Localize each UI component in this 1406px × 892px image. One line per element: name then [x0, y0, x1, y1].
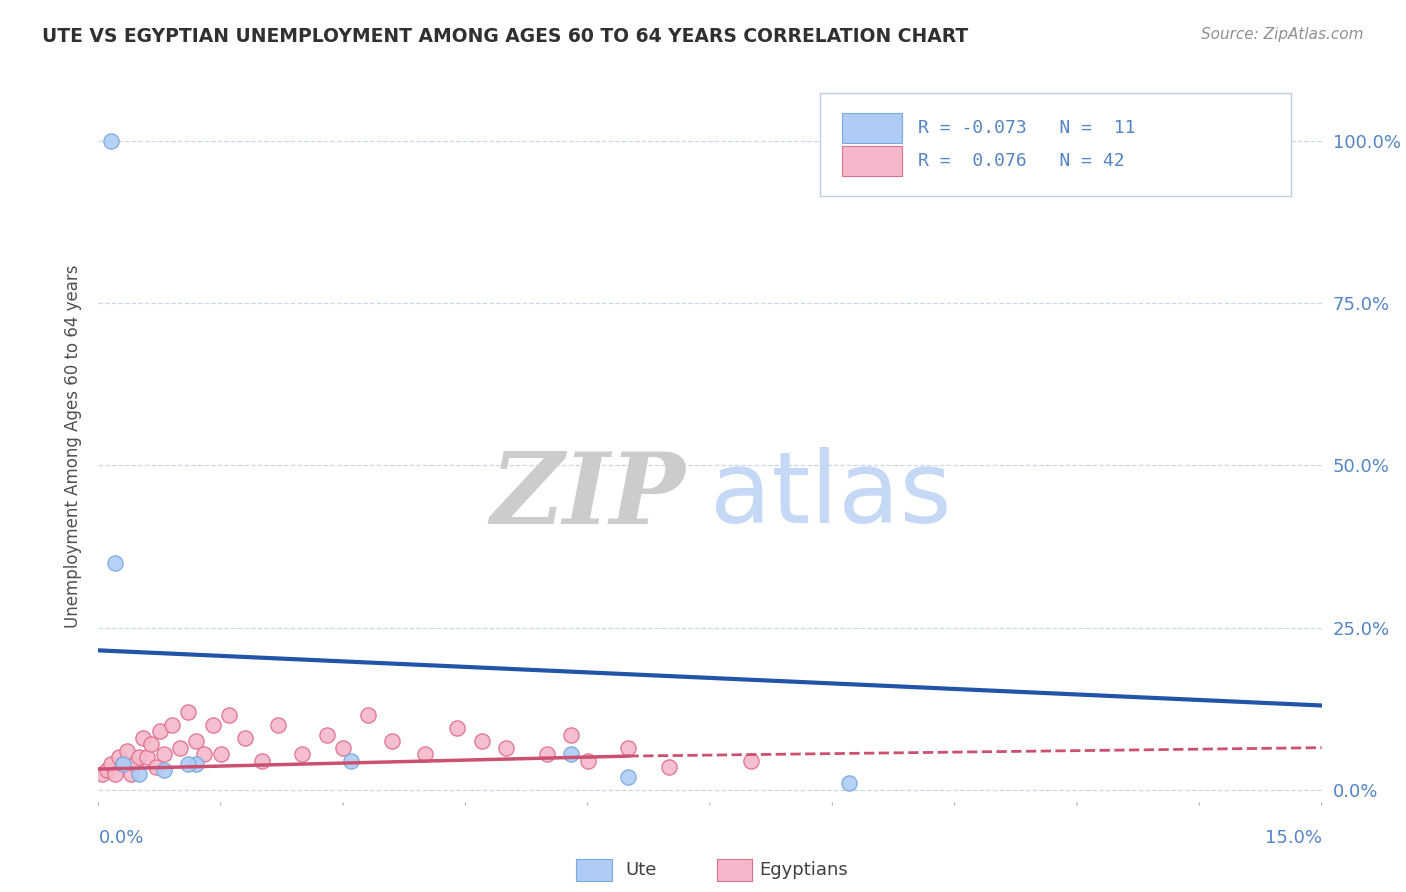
Point: [617, 770, 640, 784]
Point: [104, 556, 127, 570]
Text: UTE VS EGYPTIAN UNEMPLOYMENT AMONG AGES 60 TO 64 YEARS CORRELATION CHART: UTE VS EGYPTIAN UNEMPLOYMENT AMONG AGES …: [42, 27, 969, 45]
Point: [315, 728, 337, 742]
Text: R =  0.076   N = 42: R = 0.076 N = 42: [918, 153, 1125, 170]
Point: [560, 728, 582, 742]
Point: [160, 718, 183, 732]
Point: [186, 734, 208, 748]
Point: [617, 740, 640, 755]
Point: [332, 740, 354, 755]
Point: [186, 756, 208, 771]
Point: [413, 747, 436, 761]
Text: 0.0%: 0.0%: [98, 829, 143, 847]
Point: [267, 718, 290, 732]
Point: [132, 731, 155, 745]
Text: R = -0.073   N =  11: R = -0.073 N = 11: [918, 119, 1136, 136]
Point: [149, 724, 172, 739]
Point: [177, 705, 200, 719]
Text: Ute: Ute: [626, 861, 657, 879]
Point: [120, 766, 142, 780]
Point: [658, 760, 681, 774]
Point: [128, 750, 150, 764]
Point: [115, 744, 138, 758]
Point: [218, 708, 240, 723]
Point: [495, 740, 517, 755]
Point: [111, 756, 134, 771]
Point: [152, 764, 174, 778]
Point: [838, 776, 860, 790]
Point: [536, 747, 558, 761]
Point: [100, 134, 122, 148]
Point: [209, 747, 232, 761]
Point: [340, 754, 363, 768]
Point: [136, 750, 159, 764]
Point: [381, 734, 404, 748]
Point: [356, 708, 378, 723]
Point: [193, 747, 215, 761]
Point: [291, 747, 314, 761]
FancyBboxPatch shape: [842, 146, 903, 177]
Text: ZIP: ZIP: [491, 448, 686, 544]
FancyBboxPatch shape: [842, 112, 903, 143]
Point: [560, 747, 582, 761]
Point: [471, 734, 494, 748]
Point: [446, 721, 468, 735]
Point: [111, 756, 134, 771]
Point: [145, 760, 167, 774]
Point: [169, 740, 191, 755]
Y-axis label: Unemployment Among Ages 60 to 64 years: Unemployment Among Ages 60 to 64 years: [63, 264, 82, 628]
Text: Egyptians: Egyptians: [759, 861, 848, 879]
Point: [108, 750, 131, 764]
Point: [91, 766, 114, 780]
Point: [128, 766, 150, 780]
Point: [100, 756, 122, 771]
Point: [250, 754, 273, 768]
Point: [96, 764, 118, 778]
Point: [104, 766, 127, 780]
Point: [124, 756, 146, 771]
Text: Source: ZipAtlas.com: Source: ZipAtlas.com: [1201, 27, 1364, 42]
Point: [201, 718, 224, 732]
Point: [740, 754, 762, 768]
FancyBboxPatch shape: [820, 93, 1291, 196]
Point: [177, 756, 200, 771]
Point: [233, 731, 256, 745]
Text: 15.0%: 15.0%: [1264, 829, 1322, 847]
Text: atlas: atlas: [710, 448, 952, 544]
Point: [141, 738, 163, 752]
Point: [576, 754, 599, 768]
Point: [152, 747, 174, 761]
